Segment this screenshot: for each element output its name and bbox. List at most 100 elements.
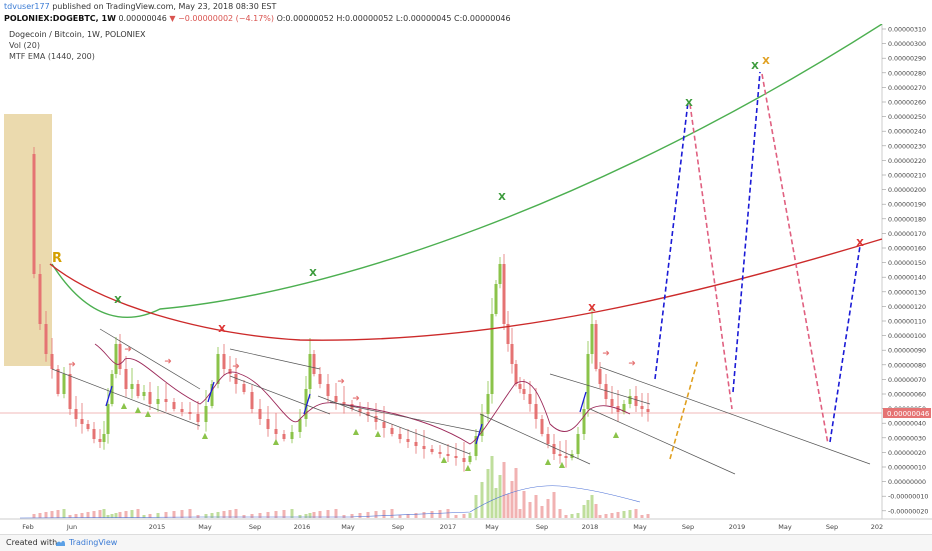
candle-body bbox=[188, 412, 192, 414]
volume-bar bbox=[102, 509, 106, 518]
candle-body bbox=[312, 354, 316, 374]
volume-bar bbox=[366, 512, 370, 518]
footer: Created with TradingView bbox=[0, 534, 932, 551]
blue-up-arrow-icon bbox=[303, 393, 311, 415]
y-tick-label: 0.00000090 bbox=[888, 348, 926, 355]
candle-body bbox=[358, 409, 362, 412]
volume-bars bbox=[32, 456, 650, 518]
created-with-label: Created with bbox=[6, 538, 58, 547]
volume-bar bbox=[242, 515, 246, 518]
candle-body bbox=[528, 394, 532, 404]
sell-arrow-icon: ➜ bbox=[164, 357, 172, 367]
candle-body bbox=[204, 406, 208, 422]
candle-body bbox=[414, 442, 418, 446]
candle-body bbox=[92, 429, 96, 439]
x-tick-label: 2017 bbox=[440, 523, 457, 531]
candle-body bbox=[406, 439, 410, 442]
sell-arrow-icon: ➜ bbox=[602, 349, 610, 359]
volume-bar bbox=[628, 510, 632, 518]
volume-bar bbox=[98, 510, 102, 518]
green-arc bbox=[51, 23, 883, 318]
x-tick-label: Sep bbox=[682, 523, 694, 531]
x-tick-label: Jun bbox=[66, 523, 77, 531]
y-tick-label: 0.00000220 bbox=[888, 158, 926, 165]
candle-body bbox=[422, 446, 426, 449]
buy-arrow-icon: ▲ bbox=[375, 429, 382, 438]
y-tick-label: 0.00000030 bbox=[888, 435, 926, 442]
volume-bar bbox=[358, 513, 362, 518]
candle-body bbox=[342, 402, 346, 404]
down-arrow-icon: ▼ bbox=[169, 14, 176, 23]
candle-body bbox=[468, 456, 472, 462]
highlight-box bbox=[4, 114, 52, 366]
volume-bar bbox=[250, 514, 254, 518]
candle-body bbox=[390, 428, 394, 434]
volume-bar bbox=[446, 509, 450, 518]
candle-body bbox=[366, 412, 370, 416]
candle-body bbox=[142, 392, 146, 396]
y-tick-label: 0.00000280 bbox=[888, 70, 926, 77]
x-tick-label: May bbox=[485, 523, 499, 531]
volume-bar bbox=[148, 514, 152, 518]
candle-body bbox=[222, 354, 226, 369]
volume-bar bbox=[62, 509, 66, 518]
candle-body bbox=[514, 364, 518, 384]
volume-bar bbox=[414, 513, 418, 518]
volume-bar bbox=[474, 495, 478, 518]
volume-bar bbox=[518, 509, 522, 518]
candle-body bbox=[196, 414, 200, 422]
candle-body bbox=[474, 436, 478, 456]
volume-bar bbox=[594, 504, 598, 518]
y-tick-label: 0.00000060 bbox=[888, 392, 926, 399]
volume-bar bbox=[308, 513, 312, 518]
y-tick-label: 0.00000010 bbox=[888, 465, 926, 472]
blue-up-arrow-icon bbox=[105, 385, 113, 407]
x-tick-label: 2015 bbox=[149, 523, 166, 531]
time-axis: Feb Jun 2015 May Sep 2016 May Sep 2017 May Sep 2018… bbox=[22, 523, 883, 531]
candle-body bbox=[506, 324, 510, 344]
y-tick-label: 0.00000260 bbox=[888, 100, 926, 107]
y-tick-label: 0.00000310 bbox=[888, 27, 926, 34]
volume-bar bbox=[274, 511, 278, 518]
volume-bar bbox=[634, 509, 638, 518]
candle-body bbox=[156, 399, 160, 404]
candle-body bbox=[486, 394, 490, 414]
volume-bar bbox=[622, 511, 626, 518]
candle-body bbox=[446, 454, 450, 456]
volume-bar bbox=[234, 509, 238, 518]
volume-bar bbox=[216, 512, 220, 518]
y-tick-label: 0.00000300 bbox=[888, 41, 926, 48]
candle-body bbox=[110, 374, 114, 404]
legend: Dogecoin / Bitcoin, 1W, POLONIEX Vol (20… bbox=[9, 29, 146, 62]
volume-bar bbox=[80, 513, 84, 518]
volume-bar bbox=[468, 513, 472, 518]
candle-body bbox=[326, 384, 330, 396]
volume-bar bbox=[32, 514, 36, 518]
candle-body bbox=[622, 404, 626, 412]
chart-area[interactable]: R X X X X X X X X X ➜ ➜ ➜ ➜ ➜ ➜ ➜ ➜ ▲ ▲ ▲ ▲ ▲ ▲ ▲ ▲ ▲ ▲ ▲ ▲ 0.0000031… bbox=[0, 23, 932, 534]
candle-body bbox=[210, 384, 214, 406]
sell-arrow-icon: ➜ bbox=[124, 345, 132, 355]
ema-line bbox=[94, 343, 631, 445]
candle-body bbox=[44, 324, 48, 354]
projection-arrows bbox=[654, 71, 861, 460]
volume-bar bbox=[604, 514, 608, 518]
candle-body bbox=[250, 392, 254, 409]
candle-body bbox=[38, 274, 42, 324]
volume-bar bbox=[68, 515, 72, 518]
price-change: −0.00000002 (−4.17%) bbox=[178, 14, 275, 23]
y-tick-label: 0.00000150 bbox=[888, 260, 926, 267]
buy-arrow-icon: ▲ bbox=[559, 460, 566, 469]
tradingview-brand[interactable]: TradingView bbox=[69, 538, 118, 547]
x-tick-label: 2016 bbox=[294, 523, 311, 531]
candle-body bbox=[634, 396, 638, 406]
author-link[interactable]: tdvuser177 bbox=[4, 2, 50, 11]
x-marker: X bbox=[498, 192, 506, 203]
x-marker: X bbox=[218, 324, 226, 335]
candle-body bbox=[308, 354, 312, 389]
candle-body bbox=[266, 419, 270, 429]
candle-body bbox=[502, 264, 506, 324]
tradingview-logo-icon bbox=[56, 540, 65, 546]
volume-bar bbox=[422, 512, 426, 518]
